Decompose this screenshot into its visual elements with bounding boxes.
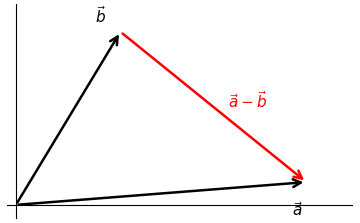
Text: $\vec{a}$: $\vec{a}$ — [292, 201, 303, 219]
Text: $\vec{a} - \vec{b}$: $\vec{a} - \vec{b}$ — [228, 90, 267, 111]
Text: $\vec{b}$: $\vec{b}$ — [95, 5, 106, 26]
